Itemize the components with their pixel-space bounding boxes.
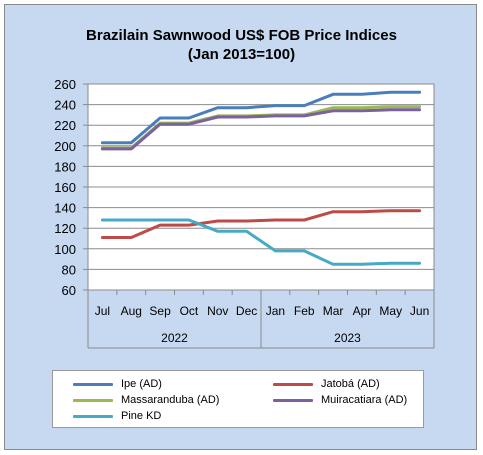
series-line [100, 209, 422, 239]
gridlines [88, 104, 434, 270]
x-tick-label: May [379, 304, 402, 318]
x-tick-label: Sep [149, 304, 171, 318]
legend-label: Jatobá (AD) [321, 378, 380, 390]
legend-label: Ipe (AD) [121, 378, 162, 390]
x-tick-label: Aug [121, 304, 142, 318]
y-tick-label: 100 [54, 242, 76, 257]
y-tick-label: 80 [62, 262, 76, 277]
y-tick-label: 140 [54, 201, 76, 216]
legend-label: Pine KD [121, 410, 162, 422]
y-tick-label: 120 [54, 221, 76, 236]
legend-swatch [273, 399, 313, 402]
legend-swatch [73, 383, 113, 386]
y-tick-label: 200 [54, 139, 76, 154]
y-tick-label: 160 [54, 180, 76, 195]
legend-swatch [73, 415, 113, 418]
y-tick-label: 260 [54, 77, 76, 92]
legend: Ipe (AD) Jatobá (AD) Massaranduba (AD) M… [52, 370, 424, 428]
x-tick-label: Mar [323, 304, 344, 318]
x-tick-label: Jun [410, 304, 429, 318]
legend-label: Muiracatiara (AD) [321, 394, 408, 406]
x-tick-label: Nov [207, 304, 228, 318]
y-tick-label: 240 [54, 98, 76, 113]
chart-title: Brazilain Sawnwood US$ FOB Price Indices [86, 27, 397, 44]
legend-swatch [273, 383, 313, 386]
x-tick-label: Jul [95, 304, 110, 318]
y-tick-label: 60 [62, 283, 76, 298]
series-lines [100, 90, 422, 266]
chart-subtitle: (Jan 2013=100) [187, 46, 296, 63]
legend-label: Massaranduba (AD) [121, 394, 220, 406]
x-tick-label: Oct [180, 304, 199, 318]
x-tick-label: Jan [266, 304, 285, 318]
year-label: 2023 [334, 331, 361, 345]
year-label: 2022 [161, 331, 188, 345]
series-line [100, 218, 422, 266]
x-tick-label: Apr [353, 304, 372, 318]
x-tick-label: Dec [236, 304, 257, 318]
y-tick-label: 220 [54, 118, 76, 133]
x-tick-label: Feb [294, 304, 315, 318]
y-tick-label: 180 [54, 159, 76, 174]
axes: 60 80 100 120 140 160 180 200 220 240 260 Jul Aug Sep… [54, 77, 435, 349]
legend-swatch [73, 399, 113, 402]
series-line [100, 90, 422, 145]
series-line [100, 108, 422, 151]
